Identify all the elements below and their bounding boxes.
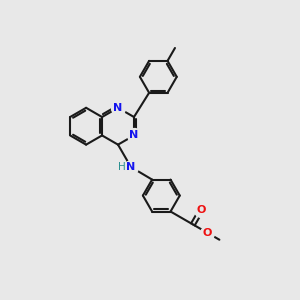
Text: H: H — [118, 162, 125, 172]
Text: O: O — [202, 228, 212, 238]
Text: N: N — [129, 130, 139, 140]
Text: N: N — [126, 162, 136, 172]
Text: O: O — [196, 205, 206, 215]
Text: N: N — [113, 103, 123, 113]
